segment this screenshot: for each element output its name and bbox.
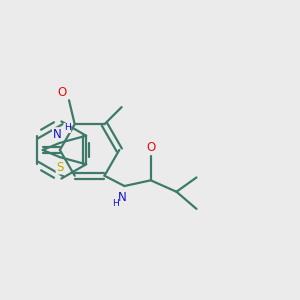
Text: O: O	[146, 141, 155, 154]
Text: S: S	[56, 161, 64, 174]
Text: O: O	[58, 86, 67, 99]
Text: H: H	[64, 124, 71, 133]
Text: N: N	[52, 128, 62, 141]
Text: N: N	[118, 191, 127, 204]
Text: H: H	[112, 199, 119, 208]
